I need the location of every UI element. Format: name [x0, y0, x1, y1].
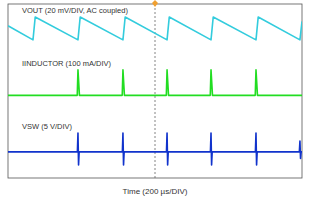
plot-frame [8, 4, 302, 178]
chart-svg: VOUT (20 mV/DIV, AC coupled) IINDUCTOR (1… [0, 0, 314, 205]
series-label: VSW (5 V/DIV) [22, 122, 73, 131]
series-label: IINDUCTOR (100 mA/DIV) [22, 59, 112, 68]
series-label: VOUT (20 mV/DIV, AC coupled) [22, 6, 128, 15]
x-axis-label: Time (200 µs/DIV) [123, 187, 188, 196]
trace-line [8, 70, 302, 95]
series-group [8, 17, 302, 165]
chart-container: VOUT (20 mV/DIV, AC coupled) IINDUCTOR (1… [0, 0, 314, 205]
trace-line [8, 17, 302, 40]
trigger-marker [152, 0, 158, 7]
trace-line [8, 133, 302, 165]
